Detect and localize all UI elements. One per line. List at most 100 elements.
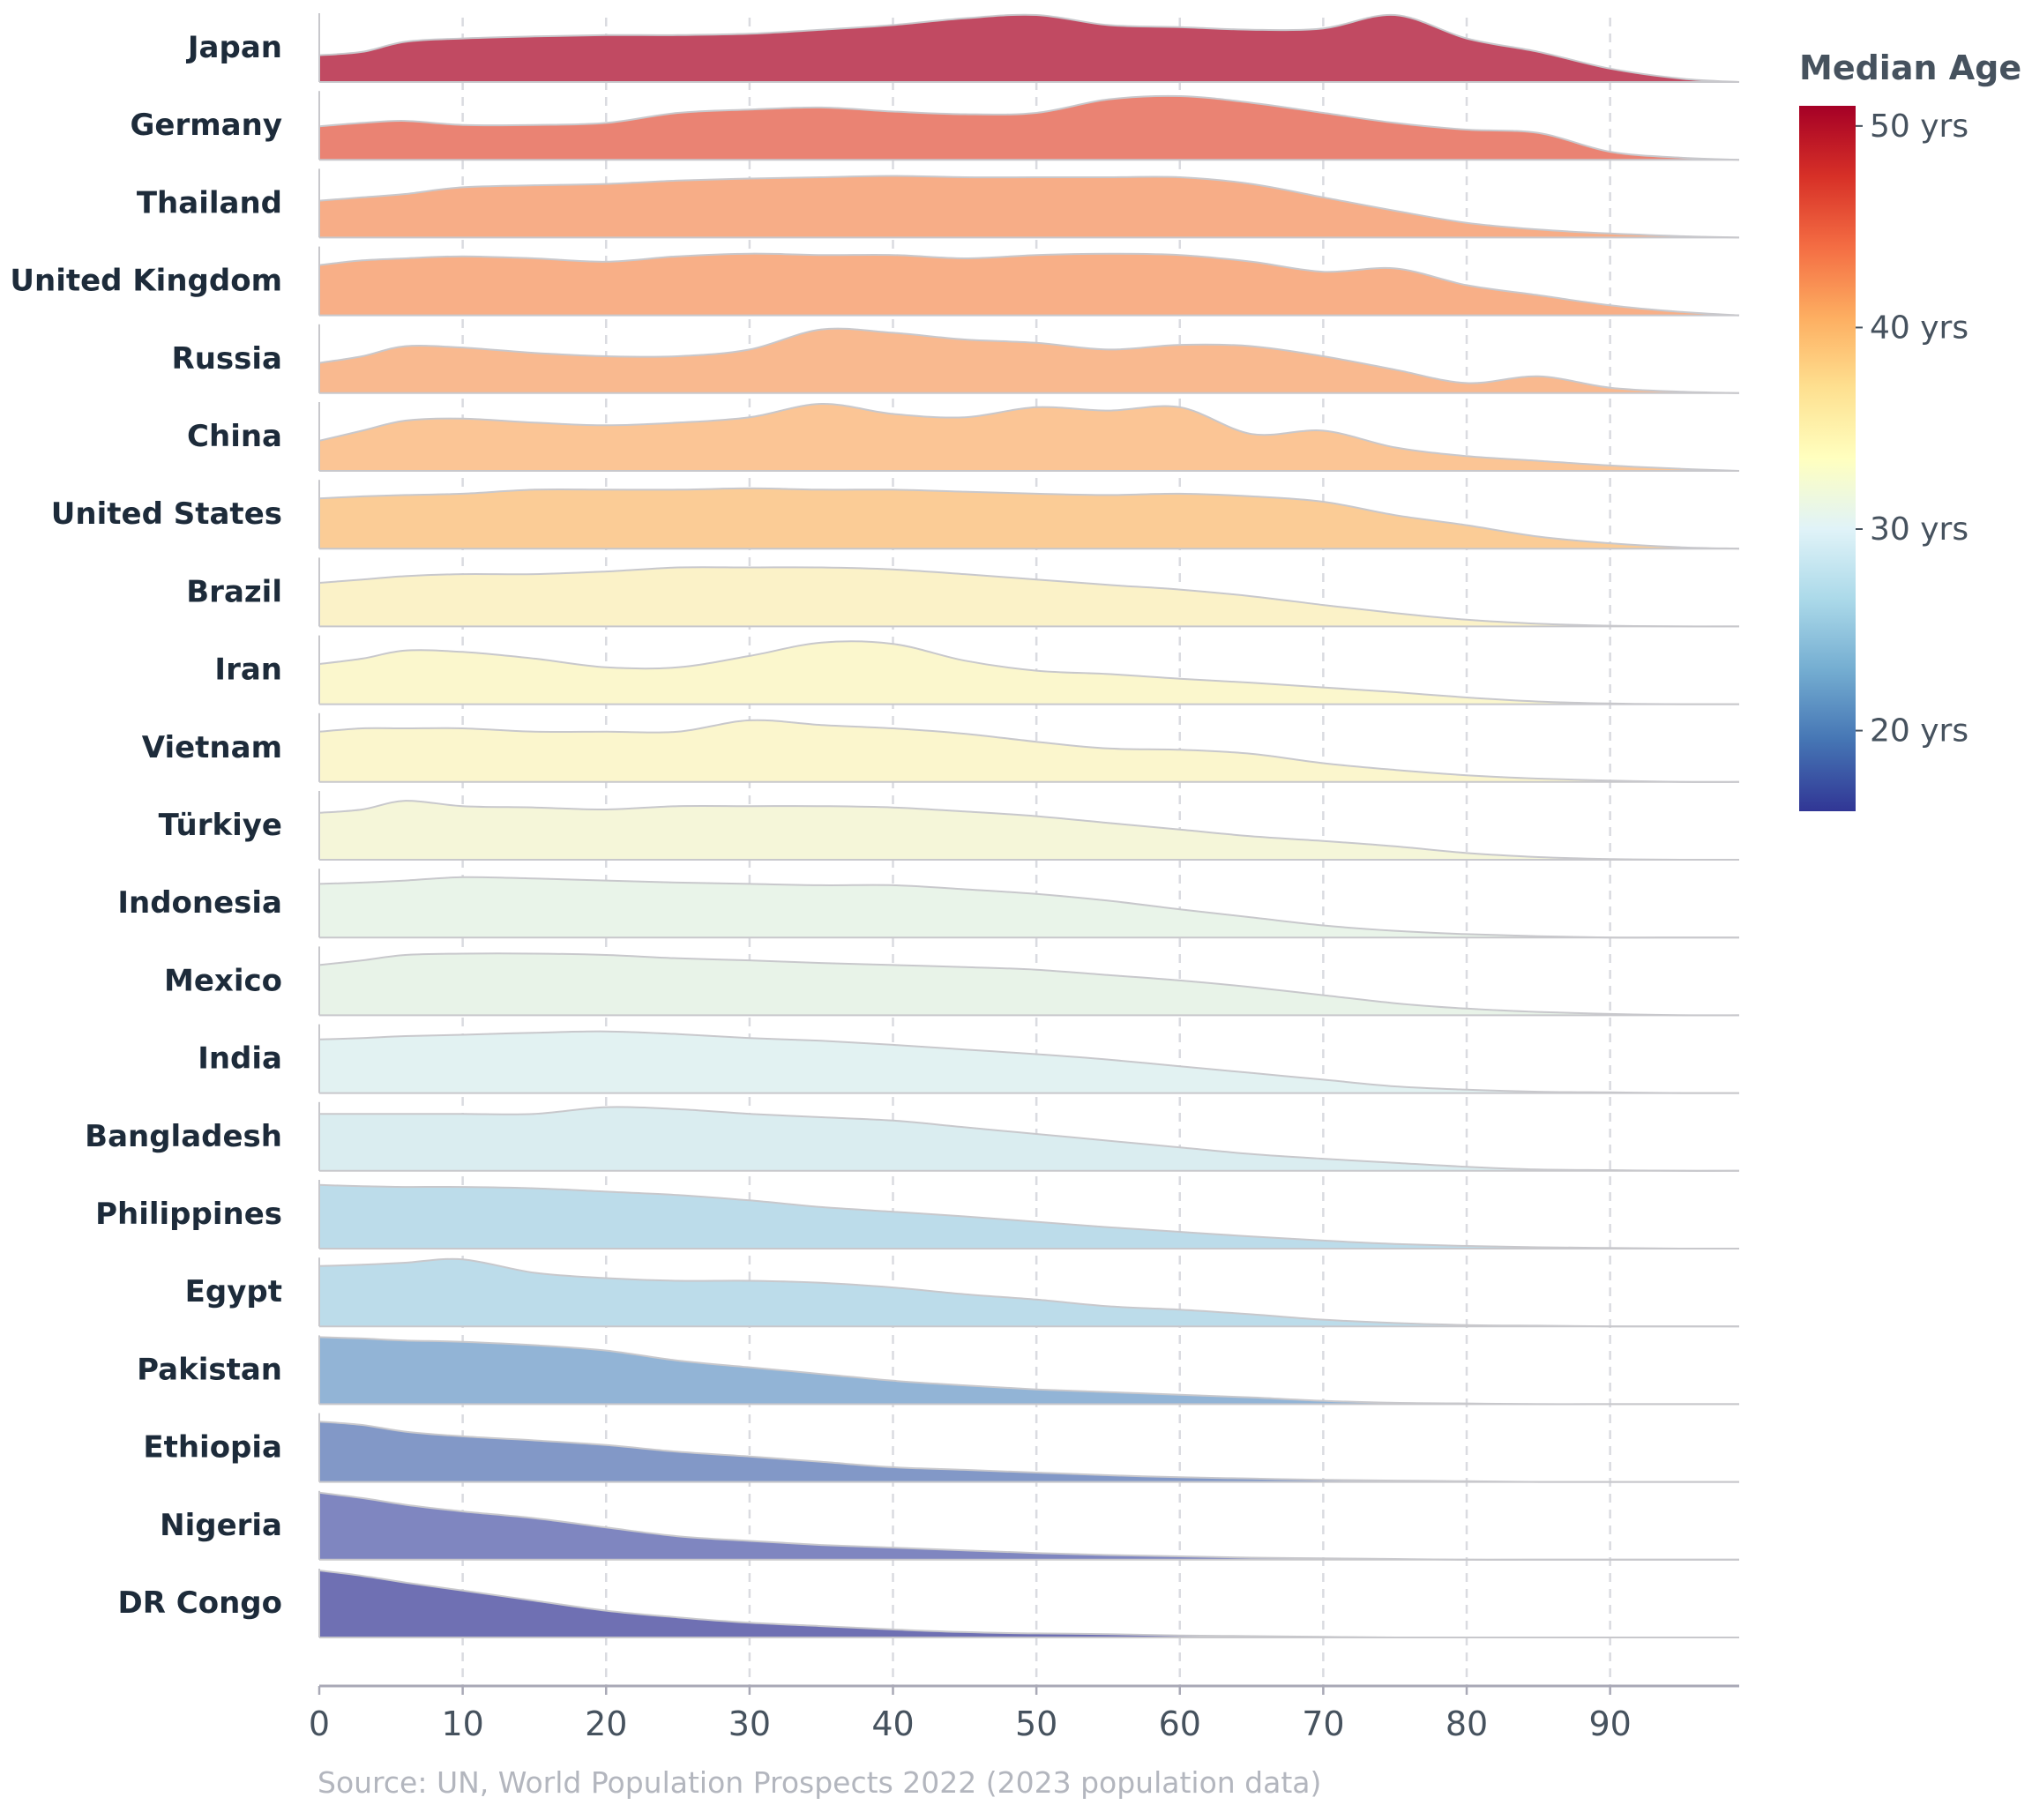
ridge-area-united-kingdom — [319, 253, 1739, 316]
ridge-outline-t-rkiye — [318, 800, 1740, 862]
country-label-united-states: United States — [51, 496, 282, 532]
ridge-area-india — [319, 1031, 1739, 1093]
country-label-china: China — [187, 419, 282, 454]
ridge-outline-thailand — [318, 175, 1740, 239]
ridge-area-japan — [319, 14, 1739, 82]
ridge-area-pakistan — [319, 1337, 1739, 1405]
country-label-thailand: Thailand — [137, 185, 282, 220]
x-tick-label-50: 50 — [1015, 1704, 1057, 1743]
ridge-united-kingdom — [318, 246, 1740, 317]
ridge-area-china — [319, 403, 1739, 471]
ridge-area-dr-congo — [319, 1570, 1739, 1638]
x-tick-label-60: 60 — [1159, 1704, 1201, 1743]
ridge-outline-iran — [318, 640, 1740, 705]
ridge-pakistan — [318, 1335, 1739, 1406]
ridge-area-russia — [319, 328, 1739, 393]
country-label-dr-congo: DR Congo — [118, 1585, 282, 1621]
ridge-ethiopia — [318, 1413, 1739, 1483]
ridge-brazil — [318, 557, 1740, 628]
ridge-outline-united-states — [318, 487, 1740, 550]
country-label-ethiopia: Ethiopia — [143, 1430, 282, 1466]
ridge-area-bangladesh — [319, 1107, 1739, 1171]
ridge-india — [318, 1024, 1740, 1094]
ridge-area-iran — [319, 641, 1739, 705]
country-label-bangladesh: Bangladesh — [85, 1119, 282, 1154]
ridge-area-vietnam — [319, 720, 1739, 782]
country-label-russia: Russia — [172, 341, 282, 377]
x-tick-label-80: 80 — [1446, 1704, 1488, 1743]
ridge-area-indonesia — [319, 876, 1739, 938]
ridge-area-t-rkiye — [319, 801, 1739, 861]
ridge-dr-congo — [318, 1569, 1739, 1639]
legend-colorbar — [1799, 106, 1856, 811]
ridge-area-philippines — [319, 1184, 1739, 1249]
country-label-vietnam: Vietnam — [142, 730, 282, 765]
ridge-united-states — [318, 480, 1740, 550]
ridge-outline-germany — [318, 94, 1740, 161]
x-tick-label-30: 30 — [728, 1704, 771, 1743]
x-tick-label-20: 20 — [585, 1704, 627, 1743]
ridge-outline-united-kingdom — [318, 252, 1740, 317]
ridge-outline-japan — [318, 13, 1740, 83]
ridge-egypt — [318, 1257, 1739, 1328]
ridge-area-egypt — [319, 1258, 1739, 1327]
ridge-t-rkiye — [318, 791, 1740, 862]
ridge-outline-brazil — [318, 566, 1740, 628]
x-axis: 0 10 20 30 40 50 60 70 80 90 — [309, 1684, 1739, 1743]
ridge-area-united-states — [319, 488, 1739, 549]
country-label-nigeria: Nigeria — [160, 1508, 282, 1543]
ridge-outline-mexico — [318, 952, 1740, 1017]
ridge-indonesia — [318, 869, 1739, 939]
x-tick-label-90: 90 — [1588, 1704, 1631, 1743]
ridge-area-thailand — [319, 175, 1739, 238]
ridge-japan — [318, 13, 1740, 83]
ridge-thailand — [318, 168, 1740, 239]
country-label-india: India — [198, 1041, 282, 1077]
country-label-united-kingdom: United Kingdom — [10, 264, 282, 299]
x-tick-label-0: 0 — [309, 1704, 330, 1743]
ridge-outline-indonesia — [318, 876, 1739, 939]
ridge-philippines — [318, 1180, 1740, 1250]
legend-tick-label-50: 50 yrs — [1870, 108, 1968, 145]
source-note: Source: UN, World Population Prospects 2… — [318, 1765, 1321, 1800]
ridge-iran — [318, 635, 1740, 705]
country-label-t-rkiye: Türkiye — [159, 808, 282, 843]
ridge-bangladesh — [318, 1101, 1740, 1172]
x-tick-label-10: 10 — [441, 1704, 483, 1743]
ridge-outline-bangladesh — [318, 1106, 1740, 1172]
country-label-brazil: Brazil — [186, 574, 282, 609]
ridge-area-nigeria — [319, 1492, 1739, 1560]
ridge-area-brazil — [319, 567, 1739, 627]
country-label-egypt: Egypt — [185, 1274, 282, 1309]
legend-tick-label-40: 40 yrs — [1870, 310, 1968, 346]
ridge-outline-philippines — [318, 1183, 1740, 1250]
country-label-japan: Japan — [186, 30, 282, 65]
ridge-outline-egypt — [318, 1257, 1739, 1328]
ridge-area-mexico — [319, 953, 1739, 1016]
ridge-germany — [318, 91, 1740, 161]
ridge-outline-vietnam — [318, 719, 1740, 783]
country-label-pakistan: Pakistan — [137, 1352, 282, 1387]
country-label-mexico: Mexico — [164, 963, 282, 998]
ridge-outline-russia — [318, 327, 1740, 394]
ridge-mexico — [318, 946, 1740, 1017]
ridge-russia — [318, 324, 1740, 394]
ridge-china — [318, 402, 1740, 472]
country-label-indonesia: Indonesia — [117, 885, 282, 921]
legend-tick-label-30: 30 yrs — [1870, 511, 1968, 548]
x-tick-label-70: 70 — [1302, 1704, 1344, 1743]
ridge-area-ethiopia — [319, 1421, 1739, 1482]
country-label-iran: Iran — [214, 653, 282, 688]
ridge-outline-china — [318, 402, 1740, 472]
legend-tick-label-20: 20 yrs — [1870, 713, 1968, 750]
x-tick-label-40: 40 — [871, 1704, 914, 1743]
country-label-germany: Germany — [131, 108, 282, 143]
ridge-nigeria — [318, 1490, 1739, 1561]
color-legend: Median Age 50 yrs 40 yrs 30 yrs 20 yrs — [1799, 48, 2021, 811]
ridges — [318, 13, 1740, 1639]
ridge-area-germany — [319, 95, 1739, 160]
ridge-vietnam — [318, 712, 1740, 783]
country-labels: Japan Germany Thailand United Kingdom Russia… — [10, 30, 282, 1621]
